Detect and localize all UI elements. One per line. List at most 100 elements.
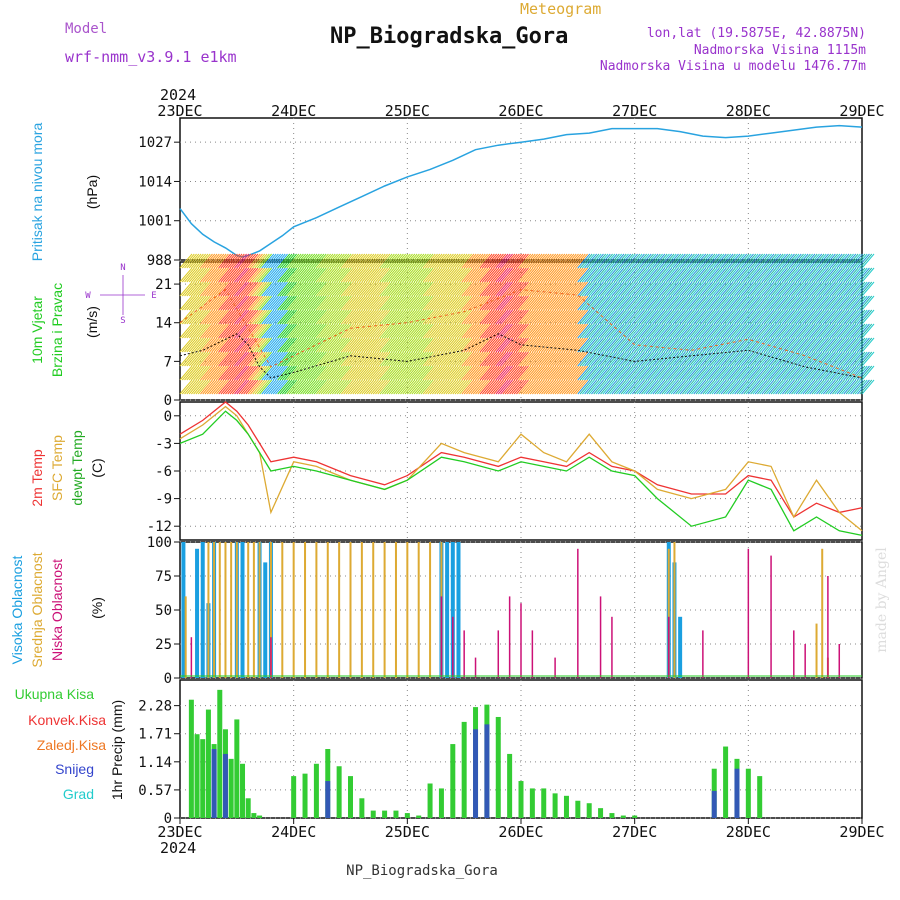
- wind-barb: [261, 323, 275, 339]
- wind-barb: [400, 337, 413, 353]
- wind-barb: [750, 253, 763, 269]
- wind-barb: [607, 295, 620, 311]
- wind-barb: [388, 365, 402, 381]
- wind-barb: [341, 365, 354, 381]
- wind-barb: [363, 351, 377, 367]
- wind-barb: [754, 351, 768, 367]
- wind-barb: [547, 351, 561, 367]
- wind-barb: [845, 337, 859, 353]
- wind-barb: [404, 323, 418, 339]
- wind-barb: [622, 379, 636, 395]
- wind-barb: [472, 253, 486, 269]
- wind-barb: [325, 379, 338, 395]
- wind-barb: [843, 281, 857, 297]
- wind-barb: [320, 337, 334, 353]
- wind-barb: [504, 309, 518, 325]
- wind-barb: [454, 351, 468, 367]
- wind-barb: [784, 351, 798, 367]
- wind-barb: [616, 267, 629, 283]
- wind-barb: [506, 351, 520, 367]
- wind-barb: [547, 337, 561, 353]
- wind-barb: [343, 365, 357, 381]
- wind-barb: [286, 337, 300, 353]
- wind-barb: [702, 281, 716, 297]
- wind-barb: [372, 323, 386, 339]
- wind-barb: [434, 295, 447, 311]
- wind-barb: [784, 267, 798, 283]
- wind-barb: [288, 309, 302, 325]
- wind-barb: [672, 351, 686, 367]
- wind-barb: [647, 281, 661, 297]
- wind-barb: [847, 253, 861, 269]
- wind-barb: [538, 337, 552, 353]
- wind-barb: [252, 281, 266, 297]
- wind-barb: [481, 337, 495, 353]
- precip-ylabel: 1hr Precip (mm): [109, 700, 125, 800]
- wind-barb: [636, 337, 650, 353]
- wind-barb: [543, 267, 557, 283]
- wind-barb: [438, 281, 452, 297]
- wind-barb: [857, 253, 870, 269]
- precip-bar: [711, 790, 717, 818]
- wind-barb: [443, 281, 457, 297]
- wind-barb: [363, 267, 377, 283]
- wind-barb: [441, 281, 454, 297]
- wind-barb: [345, 365, 359, 381]
- wind-barb: [291, 309, 304, 325]
- wind-barb: [354, 379, 368, 395]
- precip-bar: [609, 813, 615, 818]
- wind-barb: [393, 365, 407, 381]
- wind-barb: [556, 365, 570, 381]
- wind-barb: [229, 253, 243, 269]
- wind-barb: [670, 309, 684, 325]
- wind-barb: [607, 267, 620, 283]
- wind-barb: [222, 365, 236, 381]
- wind-barb: [588, 309, 602, 325]
- wind-barb: [213, 337, 227, 353]
- wind-barb: [829, 365, 843, 381]
- wind-barb: [300, 309, 313, 325]
- wind-barb: [582, 253, 595, 269]
- wind-barb: [466, 365, 479, 381]
- wind-barb: [520, 379, 534, 395]
- wind-barb: [422, 379, 436, 395]
- wind-barb: [622, 365, 636, 381]
- wind-barb: [750, 309, 763, 325]
- wind-barb: [363, 295, 377, 311]
- wind-barb: [322, 281, 336, 297]
- wind-barb: [211, 267, 225, 283]
- x-tick-label-bottom: 24DEC: [271, 823, 316, 841]
- wind-barb: [425, 295, 438, 311]
- wind-barb: [306, 253, 320, 269]
- wind-barb: [318, 351, 332, 367]
- wind-barb: [541, 295, 554, 311]
- wind-barb: [820, 337, 834, 353]
- wind-barb: [784, 281, 798, 297]
- wind-barb: [268, 281, 282, 297]
- wind-barb: [429, 337, 443, 353]
- wind-barb: [679, 351, 693, 367]
- wind-barb: [845, 323, 859, 339]
- wind-barb: [613, 309, 627, 325]
- wind-barb: [611, 337, 625, 353]
- wind-barb: [650, 253, 663, 269]
- wind-barb: [225, 253, 238, 269]
- wind-barb: [809, 281, 823, 297]
- wind-barb: [197, 253, 211, 269]
- wind-barb: [363, 281, 377, 297]
- wind-barb: [306, 281, 320, 297]
- wind-barb: [556, 379, 570, 395]
- wind-barb: [736, 295, 750, 311]
- cloud-bar: [195, 548, 200, 678]
- wind-barb: [829, 281, 843, 297]
- wind-barb: [322, 267, 336, 283]
- wind-barb: [393, 379, 407, 395]
- wind-barb: [220, 309, 234, 325]
- wind-barb: [702, 379, 716, 395]
- wind-barb: [441, 365, 454, 381]
- temp-label-3: dewpt Temp: [69, 430, 85, 505]
- wind-barb: [179, 253, 193, 269]
- wind-barb: [215, 267, 229, 283]
- wind-barb: [222, 267, 236, 283]
- wind-barb: [275, 379, 288, 395]
